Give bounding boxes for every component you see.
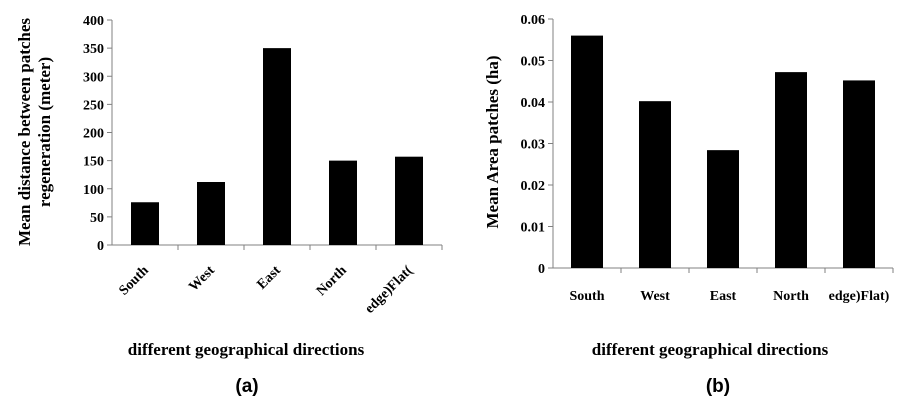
chart-b-bar-south: [571, 35, 603, 268]
chart-b-bar-east: [707, 150, 739, 268]
chart-b-panel-label: (b): [706, 376, 730, 397]
chart-a-ytick-label: 0: [97, 239, 104, 254]
chart-b-xlabel: different geographical directions: [592, 340, 829, 359]
chart-a-bar-east: [263, 48, 291, 245]
chart-b-bar-west: [639, 101, 671, 268]
chart-b-ytick-label: 0.03: [521, 138, 546, 153]
chart-b-xtick-label: edge)Flat): [829, 289, 890, 304]
chart-b-ytick-label: 0.01: [521, 221, 546, 236]
chart-b-bar-north: [775, 72, 807, 269]
chart-b-xtick-label: East: [710, 289, 737, 304]
chart-b-ytick-label: 0.02: [521, 179, 546, 194]
chart-a-ytick-label: 350: [83, 42, 104, 57]
chart-a-ytick-label: 400: [83, 14, 104, 29]
chart-b-bar-edgeflat: [843, 80, 875, 268]
chart-a-ylabel-line2: regeneration (meter): [35, 57, 54, 207]
chart-b-ytick-label: 0.06: [521, 13, 546, 28]
chart-a-xtick-label: South: [116, 263, 152, 299]
chart-b-ytick-label: 0.05: [521, 55, 546, 70]
chart-a-ytick-label: 200: [83, 127, 104, 142]
chart-a-bar-edgeflat: [395, 156, 423, 245]
chart-a-bar-south: [131, 202, 159, 245]
chart-a-xtick-label: edge)Flat(: [362, 263, 416, 317]
chart-b: Mean Area patches (ha) different geograp…: [483, 13, 894, 397]
chart-b-xtick-label: South: [569, 289, 604, 304]
chart-a-panel-label: (a): [235, 376, 258, 397]
chart-a-xtick-label: North: [314, 263, 350, 299]
chart-a-ytick-label: 50: [90, 211, 104, 226]
chart-a-bar-west: [197, 182, 225, 245]
chart-b-xtick-label: North: [773, 289, 809, 304]
chart-a-ylabel-line1: Mean distance between patches: [15, 18, 34, 246]
chart-a-bar-north: [329, 160, 357, 245]
chart-a-ytick-label: 250: [83, 98, 104, 113]
chart-b-ytick-label: 0: [538, 262, 545, 277]
chart-a-xtick-label: West: [186, 263, 218, 295]
chart-b-ylabel: Mean Area patches (ha): [483, 56, 502, 229]
chart-a-ytick-label: 150: [83, 155, 104, 170]
chart-b-ytick-label: 0.04: [521, 96, 546, 111]
chart-a-ytick-label: 100: [83, 183, 104, 198]
chart-a-xlabel: different geographical directions: [128, 340, 365, 359]
chart-a-xtick-label: East: [255, 263, 285, 293]
chart-a-ytick-label: 300: [83, 70, 104, 85]
chart-a: Mean distance between patches regenerati…: [15, 14, 443, 397]
chart-b-xtick-label: West: [640, 289, 670, 304]
